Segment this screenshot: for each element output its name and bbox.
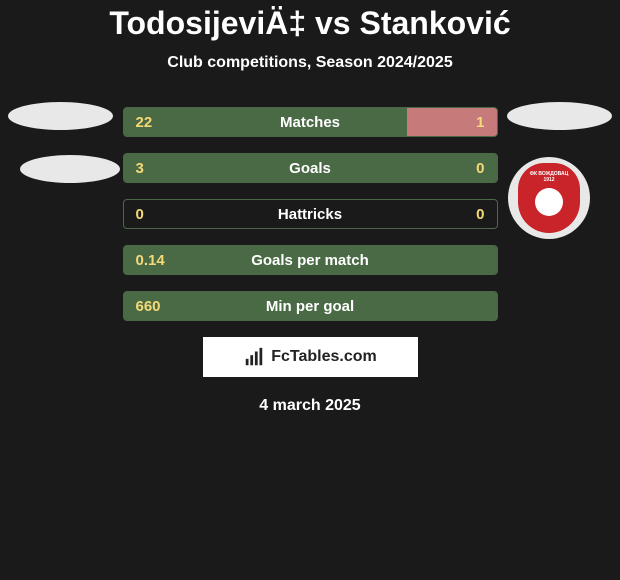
right-club-logo: ФК ВОЖДОВАЦ1912 <box>508 157 590 239</box>
stat-label: Min per goal <box>124 298 497 315</box>
club-logo-text: ФК ВОЖДОВАЦ1912 <box>530 171 569 183</box>
stat-row: 660Min per goal <box>123 291 498 321</box>
date-label: 4 march 2025 <box>0 397 620 415</box>
stat-label: Matches <box>124 114 497 131</box>
stat-rows-container: 22Matches13Goals00Hattricks00.14Goals pe… <box>123 107 498 321</box>
stat-row: 22Matches1 <box>123 107 498 137</box>
stat-label: Goals <box>124 160 497 177</box>
comparison-subtitle: Club competitions, Season 2024/2025 <box>0 54 620 72</box>
stat-right-value: 1 <box>476 114 484 131</box>
left-player-badge <box>8 102 113 130</box>
attribution-text: FcTables.com <box>271 348 377 366</box>
club-logo-symbol <box>535 188 563 216</box>
right-player-badge <box>507 102 612 130</box>
stat-row: 3Goals0 <box>123 153 498 183</box>
club-shield-icon: ФК ВОЖДОВАЦ1912 <box>518 163 580 233</box>
stats-area: ФК ВОЖДОВАЦ1912 22Matches13Goals00Hattri… <box>0 107 620 321</box>
comparison-title: TodosijeviÄ‡ vs Stanković <box>0 5 620 42</box>
stat-right-value: 0 <box>476 206 484 223</box>
left-player-badge-2 <box>20 155 120 183</box>
attribution-box: FcTables.com <box>203 337 418 377</box>
stat-right-value: 0 <box>476 160 484 177</box>
stat-label: Goals per match <box>124 252 497 269</box>
stat-row: 0Hattricks0 <box>123 199 498 229</box>
stat-label: Hattricks <box>124 206 497 223</box>
stat-row: 0.14Goals per match <box>123 245 498 275</box>
chart-icon <box>243 346 265 368</box>
